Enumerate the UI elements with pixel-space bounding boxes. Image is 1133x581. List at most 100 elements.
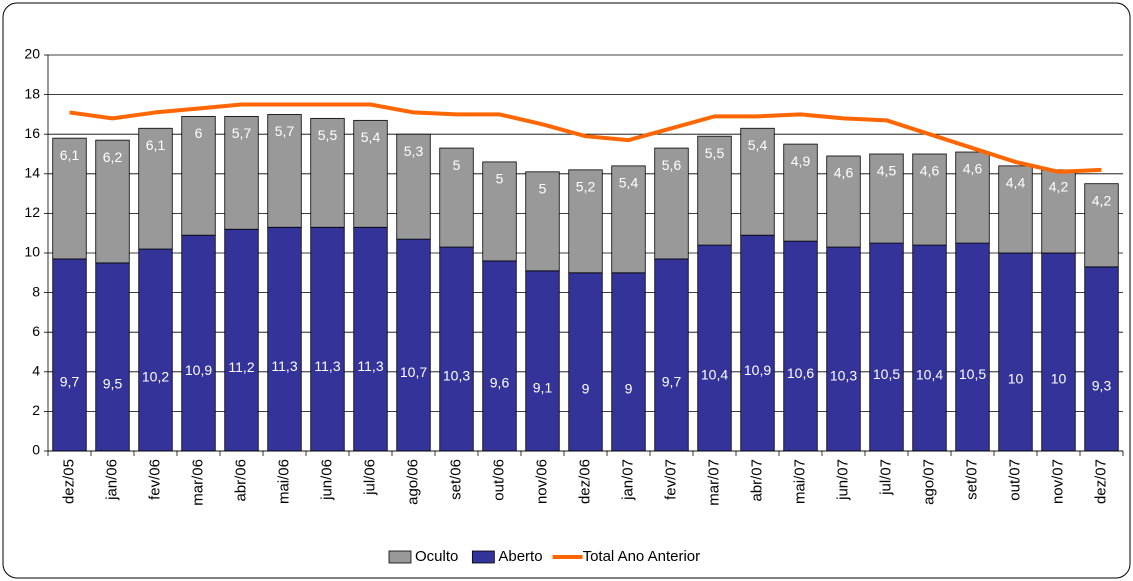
bar-segment [697, 135, 732, 246]
value-label: 9,7 [662, 374, 682, 390]
bar-segment [52, 137, 87, 260]
bar-segment [654, 258, 689, 452]
bar-segment [869, 153, 904, 244]
x-tick-label: jun/06 [318, 459, 335, 501]
x-tick-label: ago/06 [404, 459, 421, 505]
legend-label: Total Ano Anterior [583, 548, 701, 565]
value-label: 5,2 [576, 179, 596, 195]
bar-segment [396, 133, 431, 240]
y-tick-label: 10 [24, 244, 40, 260]
bar-segment [224, 115, 259, 230]
value-label: 10,2 [142, 369, 169, 385]
bar-segment [568, 272, 603, 452]
x-tick-label: dez/06 [576, 459, 593, 504]
value-label: 10,9 [185, 362, 212, 378]
x-tick-label: dez/05 [60, 459, 77, 504]
value-label: 5,7 [275, 123, 295, 139]
bar-segment [654, 147, 689, 260]
legend-swatch [388, 550, 412, 564]
bar-segment [353, 119, 388, 228]
x-tick-label: jan/07 [619, 459, 636, 501]
bar-segment [95, 139, 130, 264]
value-label: 6 [195, 125, 203, 141]
y-tick-label: 16 [24, 125, 40, 141]
line-series [69, 102, 1102, 174]
x-tick-label: fev/07 [662, 459, 679, 500]
x-tick-label: set/06 [447, 459, 464, 500]
x-tick-label: nov/07 [1049, 459, 1066, 504]
value-label: 9,3 [1092, 378, 1112, 394]
value-label: 11,2 [228, 359, 254, 375]
bar-segment [1084, 266, 1119, 452]
value-label: 10,5 [959, 366, 986, 382]
value-label: 4,5 [877, 163, 897, 179]
bar-segment [525, 171, 560, 272]
value-label: 5,4 [748, 137, 768, 153]
y-tick-label: 4 [32, 363, 40, 379]
value-label: 5,4 [619, 175, 639, 191]
value-label: 10,3 [443, 368, 470, 384]
bar-segment [267, 226, 302, 452]
value-label: 5 [539, 181, 547, 197]
bar-segment [955, 151, 990, 244]
bar-segment [267, 114, 302, 228]
x-tick-label: mar/07 [705, 459, 722, 506]
bar-segment [138, 248, 173, 452]
value-label: 5,4 [361, 129, 381, 145]
value-label: 10,7 [400, 364, 427, 380]
value-label: 9,6 [490, 375, 510, 391]
bar-segment [826, 246, 861, 452]
value-label: 5,5 [705, 145, 725, 161]
x-tick-label: dez/07 [1092, 459, 1109, 504]
value-label: 4,4 [1006, 175, 1026, 191]
bar-segment [353, 226, 388, 452]
x-tick-label: fev/06 [146, 459, 163, 500]
bar-segment [482, 161, 517, 262]
bar-segment [482, 260, 517, 452]
legend-swatch [471, 550, 495, 564]
value-label: 10,6 [787, 365, 814, 381]
legend-label: Oculto [415, 548, 458, 565]
value-label: 5,6 [662, 157, 682, 173]
x-tick-label: set/07 [963, 459, 980, 500]
value-label: 11,3 [314, 358, 340, 374]
value-label: 4,6 [920, 163, 940, 179]
x-tick-label: mai/07 [791, 459, 808, 504]
value-label: 10 [1051, 371, 1067, 387]
x-tick-label: nov/06 [533, 459, 550, 504]
bar-segment [740, 127, 775, 236]
value-label: 10 [1008, 371, 1024, 387]
bar-segment [310, 117, 345, 228]
bar-segment [95, 262, 130, 452]
value-label: 11,3 [271, 358, 297, 374]
value-label: 4,6 [834, 165, 854, 181]
value-label: 10,4 [916, 367, 943, 383]
bar-segment [439, 147, 474, 248]
bar-segment [697, 244, 732, 452]
value-label: 4,2 [1049, 179, 1069, 195]
bar-segment [955, 242, 990, 452]
bar-segment [740, 234, 775, 452]
bar-segment [998, 165, 1033, 254]
value-label: 10,5 [873, 366, 900, 382]
value-label: 9,5 [103, 376, 123, 392]
bar-segment [181, 115, 216, 236]
bar-segment [224, 228, 259, 452]
bar-segment [1041, 169, 1076, 254]
x-tick-label: mar/06 [189, 459, 206, 506]
y-tick-label: 2 [32, 402, 40, 418]
value-label: 5 [453, 157, 461, 173]
bar-segment [52, 258, 87, 452]
y-tick-label: 12 [24, 204, 40, 220]
x-tick-label: jul/06 [361, 459, 378, 496]
y-tick-label: 14 [24, 165, 40, 181]
value-label: 5 [496, 171, 504, 187]
value-label: 5,7 [232, 125, 252, 141]
y-tick-label: 0 [32, 442, 40, 458]
bar-segment [912, 153, 947, 246]
bar-segment [396, 238, 431, 452]
y-tick-label: 18 [24, 85, 40, 101]
bar-segment [912, 244, 947, 452]
x-tick-label: mai/06 [275, 459, 292, 504]
value-label: 11,3 [357, 358, 383, 374]
